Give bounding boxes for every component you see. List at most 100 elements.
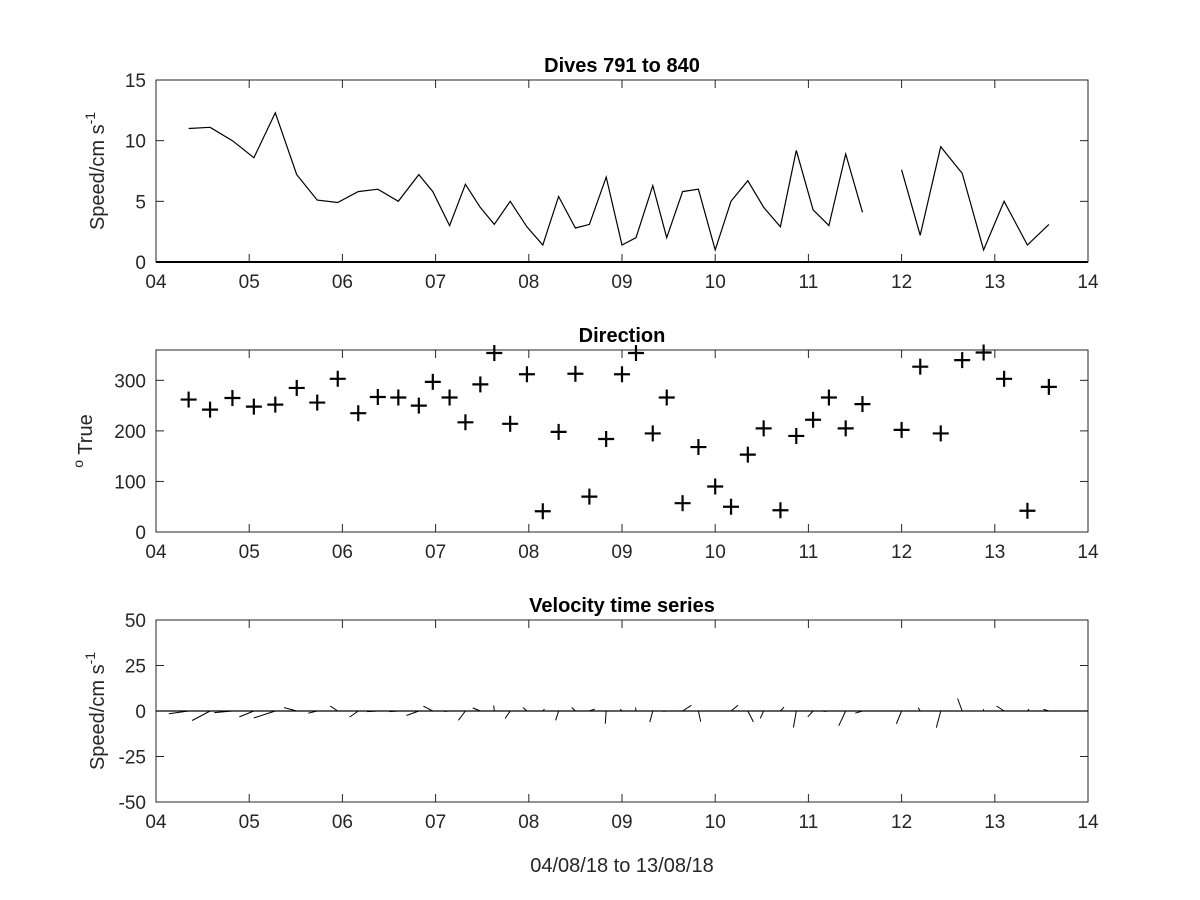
- speed-x-tick-label: 10: [705, 272, 726, 293]
- velocity-y-tick-label: -50: [119, 793, 146, 814]
- direction-point: [457, 414, 474, 431]
- direction-point: [550, 423, 567, 440]
- speed-plot-frame: [155, 79, 1089, 263]
- velocity-stick: [366, 710, 378, 713]
- direction-point: [410, 397, 427, 414]
- velocity-plot-title: Velocity time series: [529, 595, 715, 617]
- direction-point: [424, 373, 441, 390]
- direction-point: [707, 478, 724, 495]
- direction-point: [614, 366, 630, 383]
- velocity-x-tick-label: 06: [332, 812, 353, 833]
- direction-point: [350, 405, 367, 422]
- velocity-stick: [168, 710, 189, 715]
- velocity-stick: [1027, 708, 1030, 712]
- direction-point: [788, 427, 805, 444]
- velocity-stick: [423, 705, 434, 712]
- speed-x-tick-label: 05: [239, 272, 260, 293]
- direction-point: [996, 370, 1013, 387]
- speed-x-tick-label: 14: [1077, 272, 1099, 293]
- direction-y-tick-label: 0: [135, 523, 146, 544]
- direction-x-tick-label: 09: [611, 542, 632, 563]
- velocity-stick: [406, 710, 419, 716]
- speed-x-tick-label: 09: [611, 272, 632, 293]
- velocity-y-tick-label: 0: [135, 702, 146, 723]
- direction-point: [486, 345, 503, 362]
- velocity-stick: [895, 710, 903, 724]
- speed-y-tick-label: 5: [135, 192, 146, 213]
- speed-x-tick-label: 12: [891, 272, 912, 293]
- velocity-x-tick-label: 08: [518, 812, 539, 833]
- velocity-stick: [522, 707, 528, 712]
- velocity-stick: [838, 710, 847, 726]
- direction-point: [854, 396, 871, 413]
- direction-plot-title: Direction: [579, 325, 666, 347]
- velocity-stick: [349, 710, 359, 718]
- velocity-stick: [571, 707, 576, 712]
- velocity-stick: [493, 705, 495, 712]
- velocity-x-tick-label: 07: [425, 812, 446, 833]
- velocity-x-tick-label: 11: [799, 812, 819, 833]
- direction-point: [932, 425, 949, 442]
- direction-point: [534, 503, 551, 520]
- direction-x-tick-label: 07: [425, 542, 446, 563]
- direction-point: [245, 398, 262, 415]
- speed-x-tick-label: 04: [145, 272, 167, 293]
- direction-point: [369, 389, 386, 406]
- direction-x-tick-label: 05: [239, 542, 260, 563]
- velocity-stick: [759, 710, 765, 719]
- direction-point: [912, 358, 929, 375]
- direction-point: [224, 390, 241, 407]
- direction-point: [329, 370, 346, 387]
- direction-point: [893, 421, 910, 438]
- velocity-stick: [682, 704, 692, 712]
- direction-point: [805, 411, 822, 428]
- direction-point: [390, 389, 407, 406]
- direction-point: [441, 389, 458, 406]
- velocity-x-tick-label: 05: [239, 812, 260, 833]
- speed-series-line: [901, 145, 1050, 252]
- velocity-stick: [239, 710, 255, 718]
- velocity-panel: Velocity time series Speed/cm s-1 04/08/…: [82, 595, 1099, 877]
- speed-x-tick-label: 06: [332, 272, 353, 293]
- speed-y-axis-label: Speed/cm s-1: [82, 112, 109, 230]
- direction-point: [288, 379, 305, 396]
- direction-point: [975, 344, 992, 361]
- velocity-stick: [649, 710, 654, 723]
- direction-point: [644, 425, 661, 442]
- velocity-x-tick-label: 13: [984, 812, 1005, 833]
- velocity-x-tick-label: 04: [145, 812, 167, 833]
- direction-point: [723, 498, 740, 515]
- direction-point: [502, 415, 519, 432]
- velocity-stick: [283, 707, 297, 712]
- direction-y-axis-label: o True: [70, 414, 97, 467]
- velocity-x-tick-label: 10: [705, 812, 726, 833]
- velocity-stick: [253, 710, 276, 719]
- speed-x-tick-label: 07: [425, 272, 446, 293]
- speed-x-tick-label: 08: [518, 272, 539, 293]
- direction-y-tick-label: 100: [114, 472, 146, 493]
- speed-y-tick-label: 10: [125, 132, 146, 153]
- direction-point: [202, 401, 219, 418]
- velocity-stick: [308, 710, 318, 714]
- direction-point: [837, 420, 854, 437]
- speed-x-tick-label: 13: [984, 272, 1005, 293]
- speed-panel: Dives 791 to 840 Speed/cm s-1 04 05 06 07 08…: [82, 55, 1099, 293]
- velocity-stick: [697, 710, 702, 722]
- direction-point: [1040, 378, 1057, 395]
- velocity-x-tick-label: 09: [611, 812, 632, 833]
- velocity-stick: [330, 705, 339, 712]
- direction-x-tick-label: 08: [518, 542, 539, 563]
- velocity-stick: [472, 707, 481, 712]
- velocity-stick: [542, 708, 545, 712]
- direction-point: [739, 446, 756, 463]
- direction-point: [581, 488, 598, 505]
- velocity-y-tick-label: 25: [125, 657, 146, 678]
- direction-point: [267, 396, 284, 413]
- direction-point: [627, 345, 644, 362]
- velocity-x-tick-label: 14: [1077, 812, 1099, 833]
- speed-series-line: [188, 111, 864, 252]
- direction-point: [1019, 502, 1036, 519]
- velocity-y-tick-label: 50: [125, 611, 146, 632]
- direction-x-tick-label: 12: [891, 542, 912, 563]
